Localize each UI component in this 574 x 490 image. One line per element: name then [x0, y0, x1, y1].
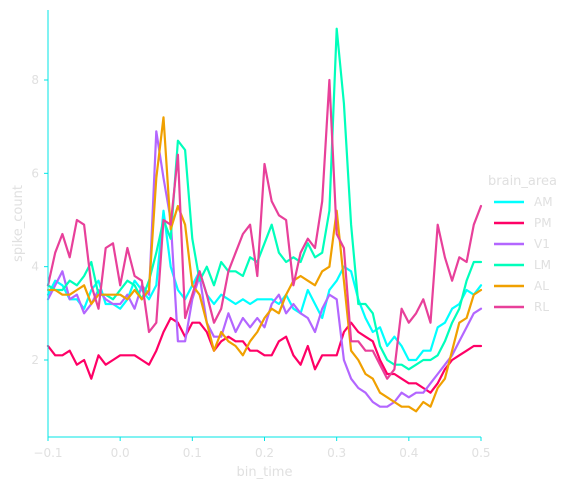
y-axis-ticks: 2 4 6 8 — [31, 73, 48, 367]
x-tick-label: −0.1 — [33, 446, 62, 460]
series-lines — [46, 27, 483, 413]
x-tick-label: 0.4 — [399, 446, 418, 460]
series-line-am — [46, 209, 483, 362]
legend-label-pm: PM — [534, 216, 552, 230]
y-tick-label: 8 — [31, 73, 39, 87]
legend: brain_area AM PM V1 LM AL RL — [488, 174, 557, 314]
y-tick-label: 2 — [31, 353, 39, 367]
legend-label-v1: V1 — [534, 237, 550, 251]
x-tick-label: 0.5 — [471, 446, 490, 460]
legend-title: brain_area — [488, 174, 557, 189]
x-axis-ticks: −0.1 0.0 0.1 0.2 0.3 0.4 0.5 — [33, 437, 491, 460]
legend-label-rl: RL — [534, 300, 549, 314]
x-tick-label: 0.3 — [327, 446, 346, 460]
y-tick-label: 4 — [31, 260, 39, 274]
series-line-v1 — [46, 130, 483, 408]
y-axis-label: spike_count — [11, 185, 26, 262]
x-tick-label: 0.0 — [111, 446, 130, 460]
x-tick-label: 0.2 — [255, 446, 274, 460]
axes — [47, 10, 481, 438]
series-line-al — [46, 116, 483, 413]
legend-label-al: AL — [534, 279, 549, 293]
series-line-pm — [46, 316, 483, 394]
x-axis-label: bin_time — [237, 465, 293, 480]
x-tick-label: 0.1 — [183, 446, 202, 460]
series-line-rl — [46, 78, 483, 380]
y-tick-label: 6 — [31, 166, 39, 180]
legend-label-lm: LM — [534, 258, 551, 272]
legend-items: AM PM V1 LM AL RL — [494, 195, 553, 314]
series-line-lm — [46, 27, 483, 371]
legend-label-am: AM — [534, 195, 553, 209]
